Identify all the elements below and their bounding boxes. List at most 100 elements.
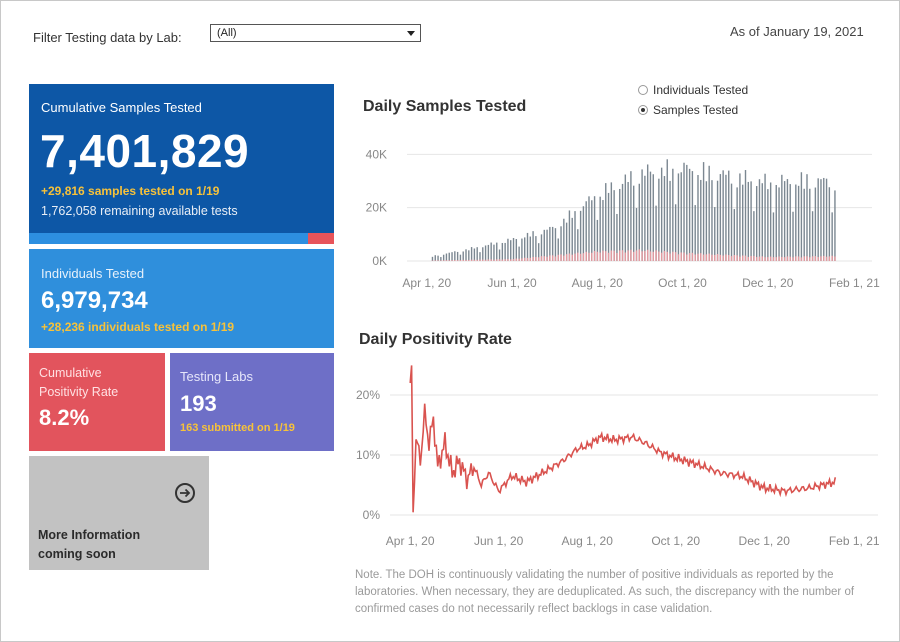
samples-bar [537,243,540,261]
positive-bar [638,249,640,261]
samples-bar [809,188,811,261]
remaining-tests: 1,762,058 remaining available tests [41,204,238,218]
tests-progress-bar [29,233,334,244]
samples-bar [769,182,772,261]
samples-bar [546,229,548,261]
radio-individuals-tested[interactable]: Individuals Tested [638,83,748,97]
samples-bar [705,181,708,261]
positive-bar [716,254,719,261]
positive-bar [803,256,805,261]
positive-bar [767,257,769,261]
positive-bar [540,256,543,261]
positive-bar [504,259,506,261]
positive-bar [817,257,819,261]
positive-bar [764,257,766,261]
tests-progress-fill [29,233,309,244]
samples-bar [683,162,685,261]
samples-bar [554,228,557,261]
samples-bar [764,173,766,261]
radio-samples-tested[interactable]: Samples Tested [638,103,738,117]
arrow-right-circle-icon[interactable] [175,483,195,503]
samples-bar [711,180,713,261]
positive-bar [705,254,708,261]
samples-bar [825,178,828,261]
positive-bar [442,260,445,261]
more-information-tile[interactable]: More Information coming soon [29,456,209,570]
positive-bar [546,256,548,261]
lab-filter-select[interactable]: (All) [210,24,421,42]
positive-bar [747,256,750,261]
samples-bar [728,170,730,261]
x-tick-label: Dec 1, 20 [742,276,794,290]
samples-bar [792,211,794,261]
positivity-rate-tile: Cumulative Positivity Rate 8.2% [29,353,165,451]
samples-bar [753,211,755,261]
samples-bar [616,213,618,261]
x-tick-label: Dec 1, 20 [739,534,791,548]
positive-bar [775,257,777,261]
samples-bar [817,178,819,261]
positive-bar [498,259,501,261]
samples-bar [719,174,722,261]
samples-bar [585,201,587,261]
samples-bar [560,226,562,261]
dropdown-caret-icon[interactable] [407,31,415,36]
samples-bar [828,187,831,261]
samples-bar [744,170,747,261]
samples-bar [504,242,506,261]
x-tick-label: Oct 1, 20 [651,534,700,548]
samples-bar [658,178,660,261]
positive-bar [728,255,730,261]
positive-bar [487,259,490,261]
samples-bar [610,182,613,261]
x-tick-label: Apr 1, 20 [402,276,451,290]
samples-bar [605,183,607,261]
samples-bar [674,204,677,261]
positive-bar [783,257,786,261]
positive-bar [786,256,789,261]
positive-bar [789,256,791,261]
positive-bar [828,256,831,261]
samples-bar [691,171,694,261]
positive-bar [599,252,601,261]
samples-bar [820,179,822,261]
samples-bar [532,231,534,261]
samples-bar [630,171,632,261]
radio-checked-icon[interactable] [638,105,648,115]
positive-bar [677,254,680,261]
positive-bar [535,257,537,261]
positive-bar [473,259,476,261]
labs-value: 193 [180,391,217,416]
y-tick-label: 20% [356,388,380,402]
samples-bar [465,249,467,261]
positive-bar [493,259,495,261]
positive-bar [674,252,677,261]
samples-bar [739,173,741,261]
individuals-tested-tile: Individuals Tested 6,979,734 +28,236 ind… [29,249,334,348]
samples-bar [501,242,504,261]
positive-bar [459,260,462,261]
labs-title: Testing Labs [180,369,253,384]
positive-bar [814,256,817,261]
samples-bar [635,208,638,261]
positive-bar [549,255,551,261]
positive-bar [593,251,596,261]
positive-bar [613,250,615,261]
samples-bar [543,229,545,261]
positive-bar [666,251,668,261]
positive-bar [702,254,705,261]
samples-bar [652,174,654,261]
samples-bar [496,242,498,261]
samples-bar [688,168,691,261]
samples-bar [694,205,696,261]
samples-bar [714,207,716,261]
samples-bar [663,176,666,261]
radio-unchecked-icon[interactable] [638,85,648,95]
cumulative-samples-value: 7,401,829 [40,125,250,177]
testing-labs-tile: Testing Labs 193 163 submitted on 1/19 [170,353,334,451]
samples-bar [599,196,601,261]
positive-bar [568,253,571,261]
positive-bar [769,256,772,261]
samples-bar [672,168,674,261]
positive-bar [772,257,775,261]
